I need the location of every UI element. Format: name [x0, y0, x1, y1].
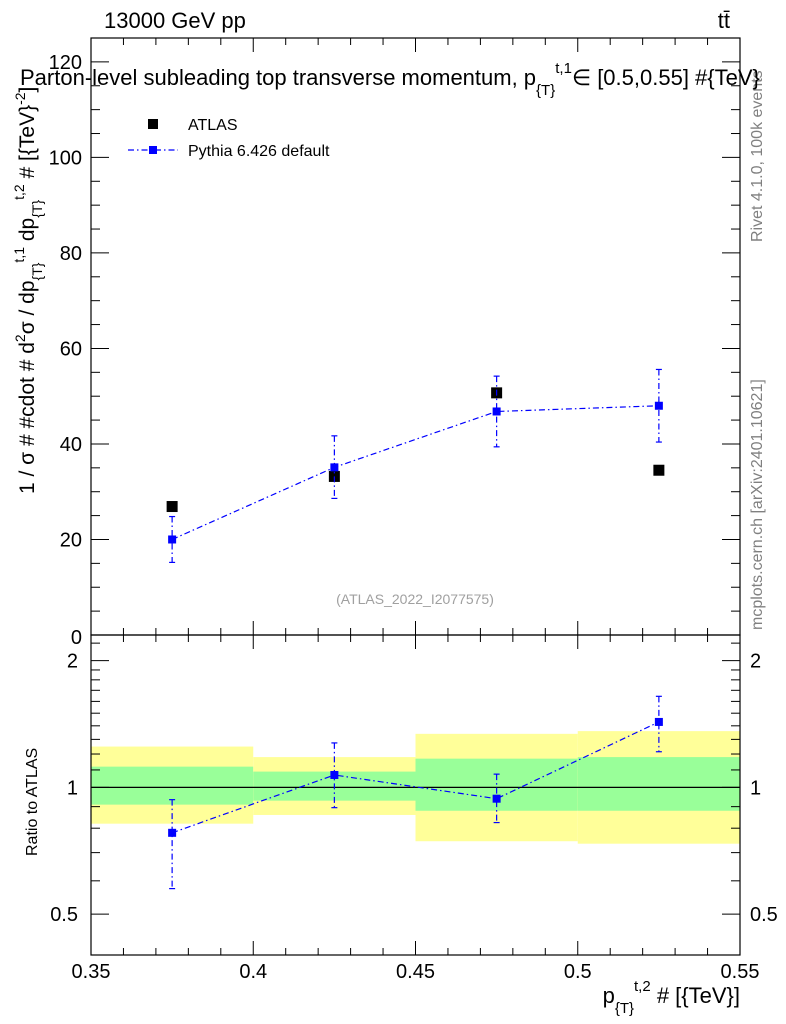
atlas-data-point	[653, 464, 665, 476]
mcplots-label: mcplots.cern.ch [arXiv:2401.10621]	[749, 379, 766, 630]
atlas-data-point	[166, 501, 178, 513]
process-label: tt̄	[718, 8, 730, 33]
ratio-band-inner-3	[577, 757, 740, 811]
x-tick-label: 0.4	[239, 961, 267, 983]
ratio-y-tick-label-right: 1	[750, 777, 761, 799]
x-tick-label: 0.45	[396, 961, 435, 983]
main-y-tick-label: 120	[49, 52, 82, 74]
main-data-marks	[166, 368, 665, 564]
chart-title: Parton-level subleading top transverse m…	[20, 60, 760, 99]
pythia-data-point	[654, 401, 663, 410]
main-y-tick-label: 40	[60, 434, 82, 456]
ratio-y-tick-label-right: 2	[750, 651, 761, 673]
rivet-version-label: Rivet 4.1.0, 100k events	[749, 70, 766, 242]
ratio-pythia-data-point	[330, 770, 339, 779]
main-y-tick-label: 100	[49, 147, 82, 169]
main-ylabel: 1 / σ # #cdot # d2σ / dp{T}t,1 dp{T}t,2 …	[11, 87, 45, 494]
pythia-data-point	[168, 535, 177, 544]
pythia-series-line	[171, 405, 659, 541]
pythia-data-point	[330, 463, 339, 472]
legend-pythia-label: Pythia 6.426 default	[188, 143, 330, 160]
ratio-y-tick-label-right: 0.5	[750, 904, 778, 926]
x-axis-label: p{T}t,2 # [{TeV}]	[603, 978, 740, 1017]
energy-label: 13000 GeV pp	[104, 8, 246, 33]
legend: ATLAS Pythia 6.426 default	[128, 117, 330, 160]
legend-atlas-label: ATLAS	[188, 117, 238, 134]
analysis-watermark: (ATLAS_2022_I2077575)	[336, 591, 494, 607]
main-ytick-zero-label: 0	[71, 627, 82, 649]
ratio-ylabel: Ratio to ATLAS	[24, 748, 41, 856]
x-tick-label: 0.35	[72, 961, 111, 983]
ratio-y-tick-label-left: 2	[67, 651, 78, 673]
legend-atlas-marker	[148, 119, 158, 129]
x-tick-label: 0.55	[721, 961, 760, 983]
ratio-y-tick-label-left: 0.5	[50, 904, 78, 926]
x-tick-label: 0.5	[564, 961, 592, 983]
ratio-pythia-data-point	[654, 717, 663, 726]
pythia-data-point	[492, 407, 501, 416]
ratio-data-marks	[168, 695, 663, 890]
ratio-uncertainty-bands	[91, 731, 740, 844]
ratio-band-inner-0	[91, 766, 254, 805]
legend-pythia-marker	[149, 146, 157, 154]
ratio-y-tick-label-left: 1	[67, 777, 78, 799]
ratio-pythia-data-point	[492, 794, 501, 803]
main-y-tick-label: 60	[60, 338, 82, 360]
main-y-tick-label: 80	[60, 243, 82, 265]
main-y-tick-label: 20	[60, 529, 82, 551]
ratio-pythia-line	[171, 721, 660, 834]
ratio-pythia-data-point	[168, 828, 177, 837]
